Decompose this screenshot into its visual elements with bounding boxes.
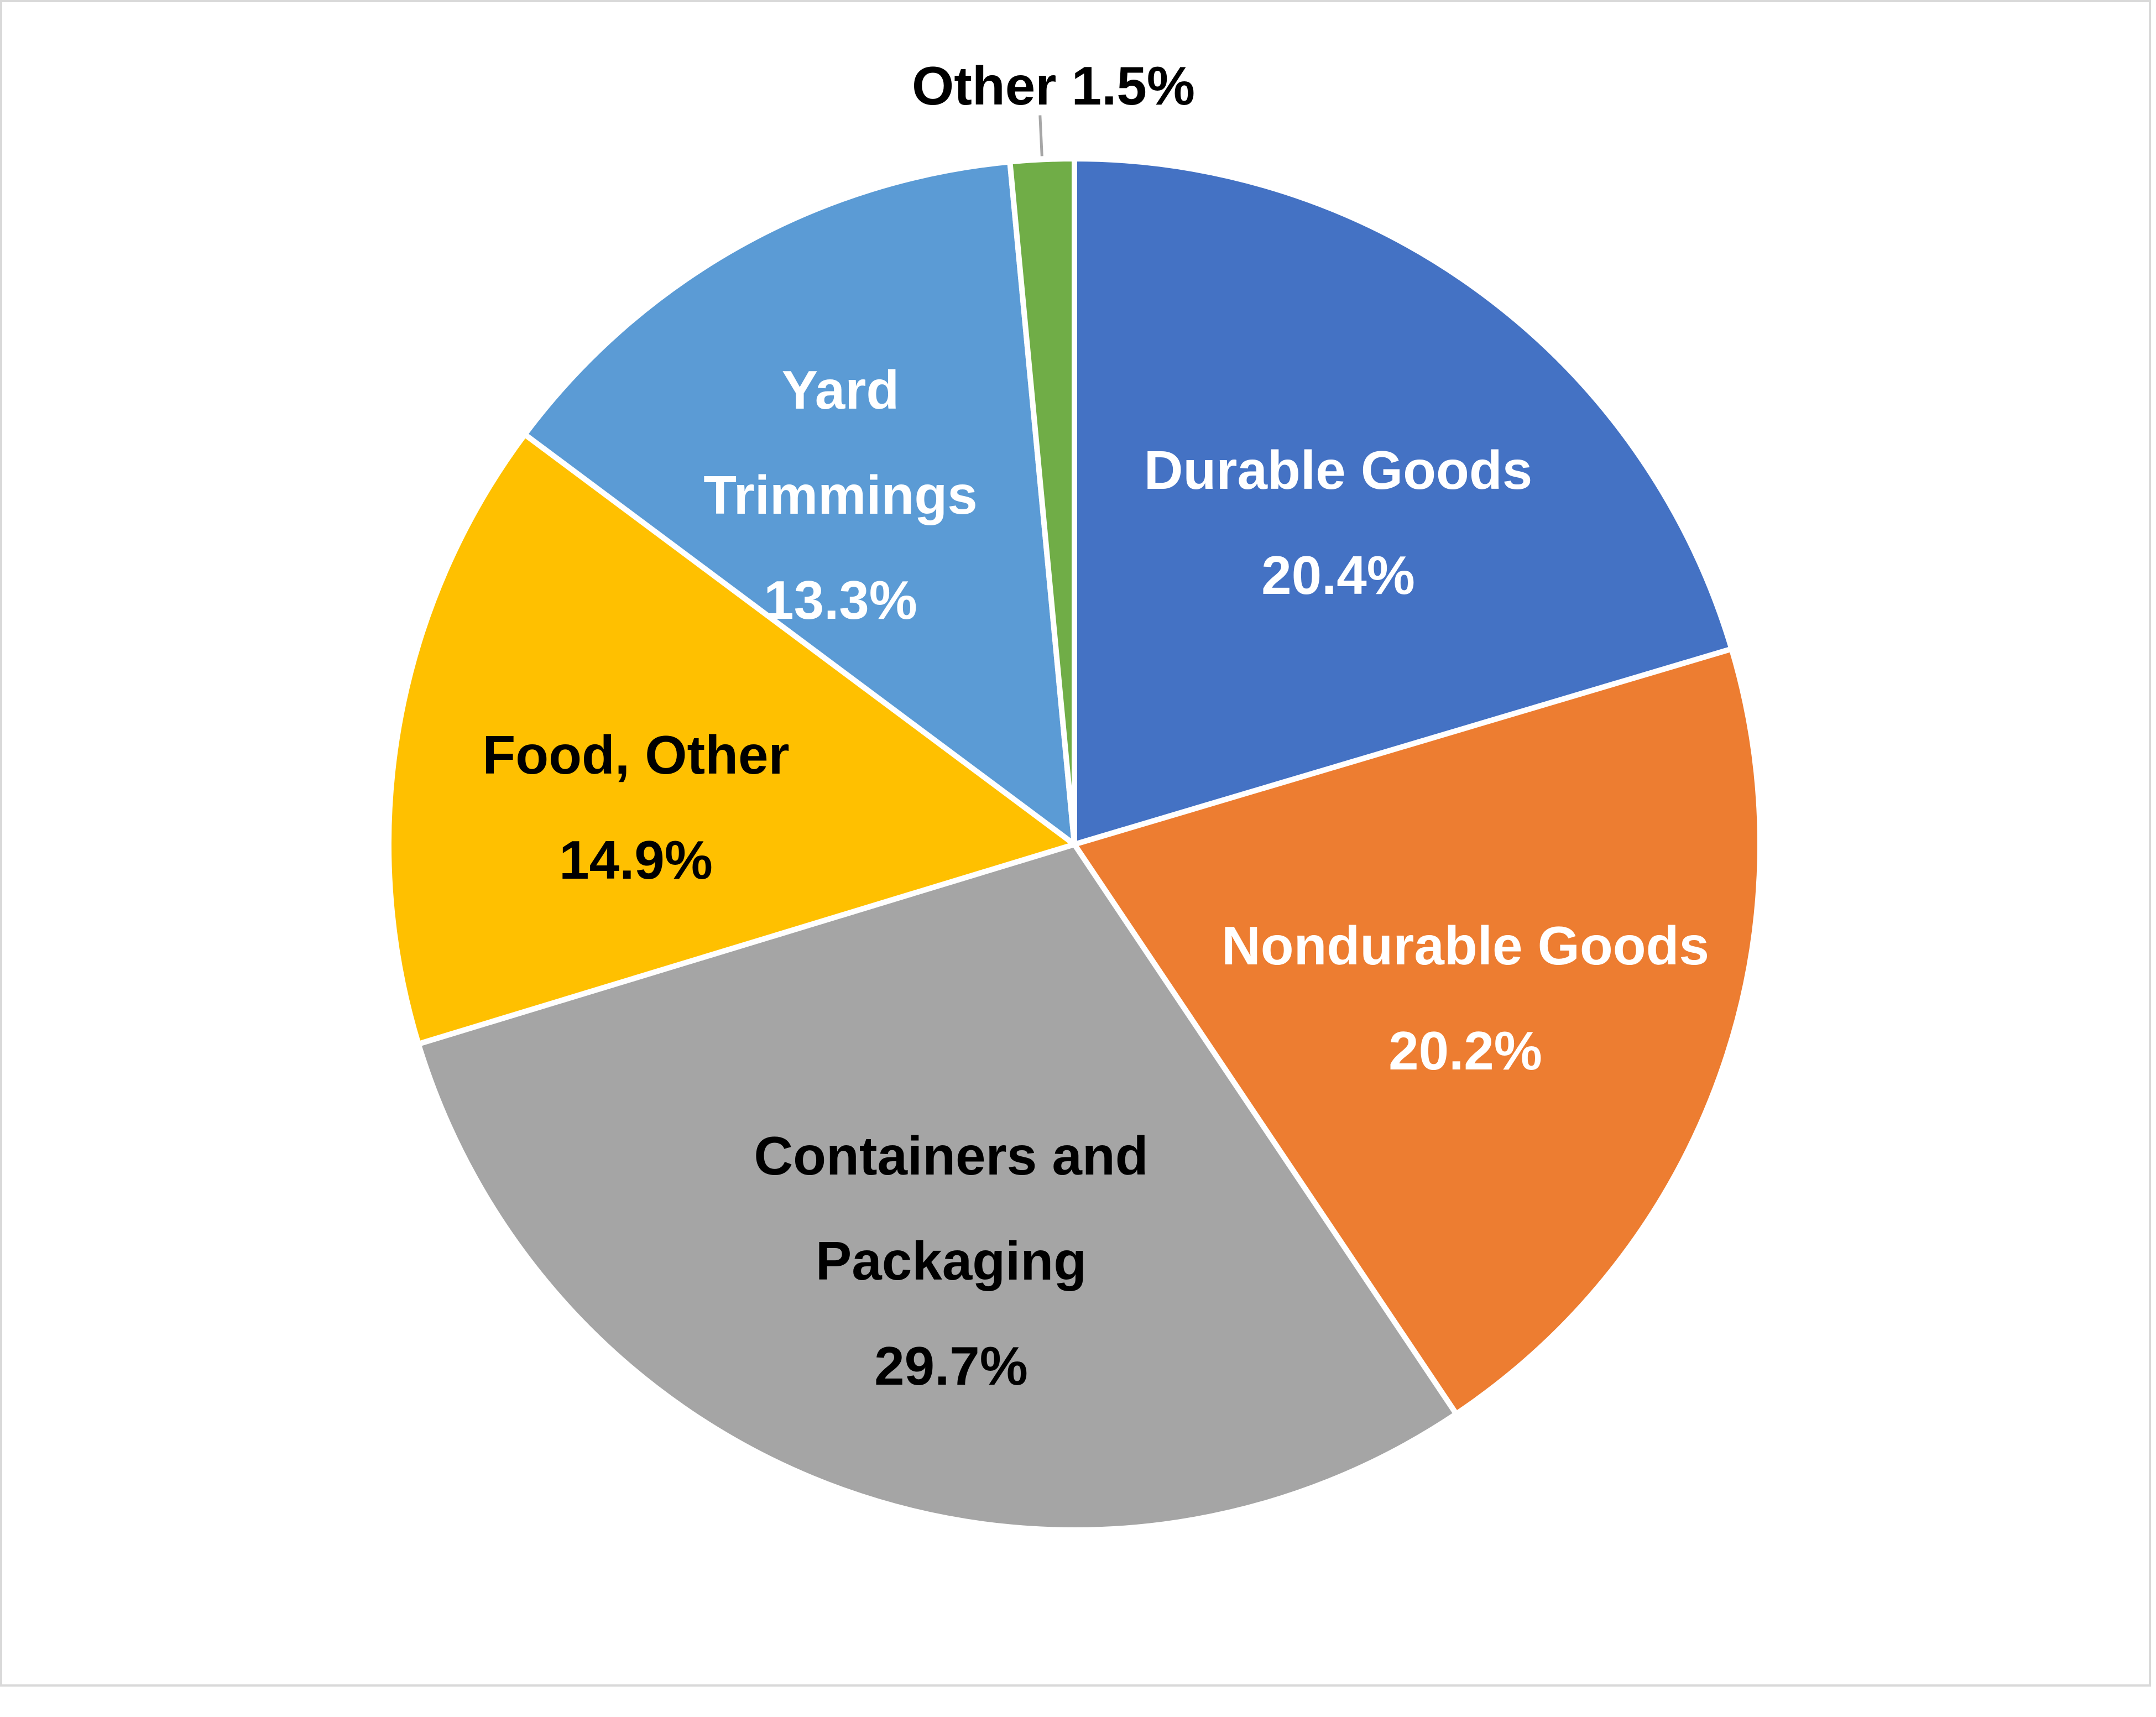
slice-label-4: Yard Trimmings 13.3% [703,359,978,630]
pie-slice-2 [415,842,1459,1533]
slice-label-line: Nondurable Goods [1221,915,1709,976]
leader-line-5 [1038,115,1043,156]
slice-label-2: Containers and Packaging 29.7% [754,1125,1148,1396]
slice-label-line: Other 1.5% [912,55,1195,116]
slice-label-line: Food, Other [482,724,789,785]
pie-slice-5 [1007,156,1077,847]
slice-label-line: 13.3% [764,570,917,630]
slice-label-line: 20.4% [1261,545,1415,606]
slice-label-line: 14.9% [559,829,713,890]
pie-slice-4 [522,159,1077,847]
slice-label-line: Packaging [816,1230,1087,1291]
slice-label-line: Durable Goods [1144,440,1532,500]
slice-label-1: Nondurable Goods 20.2% [1221,915,1709,1081]
slice-label-line: 29.7% [874,1335,1028,1396]
slice-label-line: Containers and [754,1125,1148,1186]
pie-slice-1 [1072,646,1763,1417]
slice-label-5: Other 1.5% [912,55,1195,116]
slice-label-line: Trimmings [703,465,978,525]
pie-slice-0 [1072,156,1735,847]
slice-label-0: Durable Goods 20.4% [1144,440,1532,606]
slice-label-line: 20.2% [1388,1020,1542,1081]
slice-label-3: Food, Other 14.9% [482,724,789,890]
slice-label-line: Yard [782,359,899,420]
pie-slice-3 [386,431,1077,1047]
